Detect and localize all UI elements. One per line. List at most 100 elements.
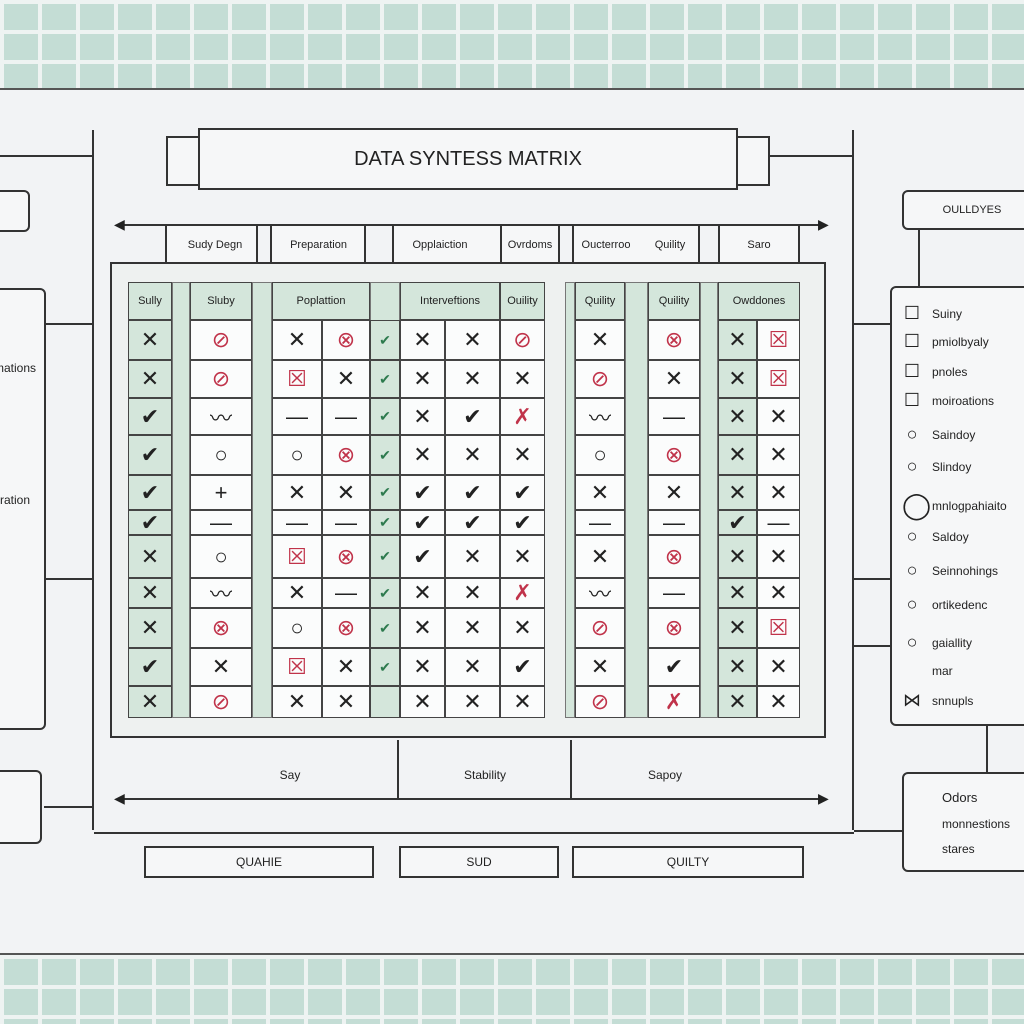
matrix-cell[interactable]: ✕: [128, 686, 172, 718]
column-header[interactable]: Sudy Degn: [187, 239, 243, 251]
matrix-cell[interactable]: ✕: [718, 578, 757, 608]
matrix-cell[interactable]: ✔: [370, 535, 400, 578]
matrix-cell[interactable]: —: [648, 398, 700, 435]
matrix-cell[interactable]: ✕: [400, 686, 445, 718]
matrix-cell[interactable]: ✕: [445, 320, 500, 360]
matrix-cell[interactable]: ○: [190, 435, 252, 475]
matrix-cell[interactable]: ✔: [128, 510, 172, 535]
matrix-cell[interactable]: ✕: [272, 686, 322, 718]
matrix-cell[interactable]: ✔: [400, 475, 445, 510]
matrix-cell[interactable]: ☒: [757, 608, 800, 648]
matrix-cell[interactable]: ✕: [128, 535, 172, 578]
matrix-cell[interactable]: ○: [575, 435, 625, 475]
matrix-cell[interactable]: 〰: [190, 578, 252, 608]
matrix-cell[interactable]: ✕: [757, 475, 800, 510]
matrix-cell[interactable]: +: [190, 475, 252, 510]
quality-button-2[interactable]: QUILTY: [572, 846, 804, 878]
matrix-cell[interactable]: ✔: [128, 398, 172, 435]
matrix-cell[interactable]: —: [322, 578, 370, 608]
matrix-cell[interactable]: ✕: [445, 648, 500, 686]
column-header[interactable]: Saro: [747, 239, 771, 251]
matrix-cell[interactable]: ✕: [718, 535, 757, 578]
matrix-cell[interactable]: ✕: [322, 686, 370, 718]
matrix-cell[interactable]: —: [322, 398, 370, 435]
matrix-cell[interactable]: ✕: [272, 578, 322, 608]
matrix-cell[interactable]: ✔: [370, 510, 400, 535]
matrix-cell[interactable]: ✕: [500, 608, 545, 648]
sub-header[interactable]: Quility: [648, 282, 700, 320]
matrix-cell[interactable]: ⊘: [575, 686, 625, 718]
matrix-cell[interactable]: ⊗: [648, 608, 700, 648]
matrix-cell[interactable]: ✕: [575, 475, 625, 510]
matrix-cell[interactable]: 〰: [190, 398, 252, 435]
matrix-cell[interactable]: ✕: [500, 686, 545, 718]
matrix-cell[interactable]: ✔: [400, 510, 445, 535]
matrix-cell[interactable]: ⊗: [190, 608, 252, 648]
matrix-cell[interactable]: ✔: [445, 398, 500, 435]
matrix-cell[interactable]: ✕: [718, 435, 757, 475]
matrix-cell[interactable]: ✕: [445, 435, 500, 475]
matrix-cell[interactable]: ✕: [128, 320, 172, 360]
matrix-cell[interactable]: ✕: [400, 320, 445, 360]
matrix-cell[interactable]: ✕: [648, 475, 700, 510]
matrix-cell[interactable]: ⊗: [648, 320, 700, 360]
matrix-cell[interactable]: ✕: [500, 435, 545, 475]
matrix-cell[interactable]: ✔: [445, 510, 500, 535]
matrix-cell[interactable]: ✕: [718, 608, 757, 648]
matrix-cell[interactable]: —: [190, 510, 252, 535]
column-header[interactable]: Preparation: [290, 239, 347, 251]
matrix-cell[interactable]: ✕: [272, 475, 322, 510]
sub-header[interactable]: Sully: [128, 282, 172, 320]
matrix-cell[interactable]: ✗: [500, 398, 545, 435]
matrix-cell[interactable]: —: [272, 398, 322, 435]
matrix-cell[interactable]: ✔: [370, 578, 400, 608]
matrix-cell[interactable]: ✔: [648, 648, 700, 686]
matrix-cell[interactable]: ⊗: [322, 435, 370, 475]
matrix-cell[interactable]: ✕: [575, 535, 625, 578]
matrix-cell[interactable]: ✕: [128, 578, 172, 608]
matrix-cell[interactable]: ✕: [400, 578, 445, 608]
matrix-cell[interactable]: ✕: [575, 648, 625, 686]
matrix-cell[interactable]: ✔: [128, 475, 172, 510]
matrix-cell[interactable]: ✔: [445, 475, 500, 510]
matrix-cell[interactable]: ⊘: [575, 608, 625, 648]
matrix-cell[interactable]: 〰: [575, 398, 625, 435]
matrix-cell[interactable]: ✕: [128, 608, 172, 648]
matrix-cell[interactable]: ○: [272, 435, 322, 475]
matrix-cell[interactable]: ✕: [757, 398, 800, 435]
matrix-cell[interactable]: ✕: [718, 648, 757, 686]
matrix-cell[interactable]: ✕: [400, 435, 445, 475]
matrix-cell[interactable]: —: [648, 578, 700, 608]
matrix-cell[interactable]: ✕: [500, 360, 545, 398]
matrix-cell[interactable]: ✕: [648, 360, 700, 398]
matrix-cell[interactable]: ✔: [500, 648, 545, 686]
matrix-cell[interactable]: ✔: [128, 435, 172, 475]
matrix-cell[interactable]: ⊗: [322, 320, 370, 360]
matrix-cell[interactable]: ✔: [370, 648, 400, 686]
matrix-cell[interactable]: ✕: [322, 648, 370, 686]
matrix-cell[interactable]: ○: [190, 535, 252, 578]
matrix-cell[interactable]: ✕: [445, 578, 500, 608]
column-header[interactable]: Oucterroo: [581, 239, 631, 251]
matrix-cell[interactable]: ✔: [718, 510, 757, 535]
matrix-cell[interactable]: ✕: [718, 398, 757, 435]
matrix-cell[interactable]: ✕: [718, 320, 757, 360]
matrix-cell[interactable]: ✕: [757, 578, 800, 608]
matrix-cell[interactable]: ⊗: [648, 535, 700, 578]
matrix-cell[interactable]: ⊘: [190, 320, 252, 360]
matrix-cell[interactable]: —: [322, 510, 370, 535]
matrix-cell[interactable]: ✕: [445, 360, 500, 398]
matrix-cell[interactable]: ⊘: [190, 360, 252, 398]
matrix-cell[interactable]: ☒: [757, 360, 800, 398]
matrix-cell[interactable]: ✕: [322, 475, 370, 510]
sub-header[interactable]: Owddones: [718, 282, 800, 320]
matrix-cell[interactable]: ✕: [400, 608, 445, 648]
matrix-cell[interactable]: ✕: [322, 360, 370, 398]
matrix-cell[interactable]: ✔: [370, 475, 400, 510]
matrix-cell[interactable]: —: [272, 510, 322, 535]
matrix-cell[interactable]: ✕: [757, 686, 800, 718]
matrix-cell[interactable]: —: [575, 510, 625, 535]
matrix-cell[interactable]: ⊘: [500, 320, 545, 360]
matrix-cell[interactable]: ✔: [500, 475, 545, 510]
matrix-cell[interactable]: ✔: [370, 360, 400, 398]
